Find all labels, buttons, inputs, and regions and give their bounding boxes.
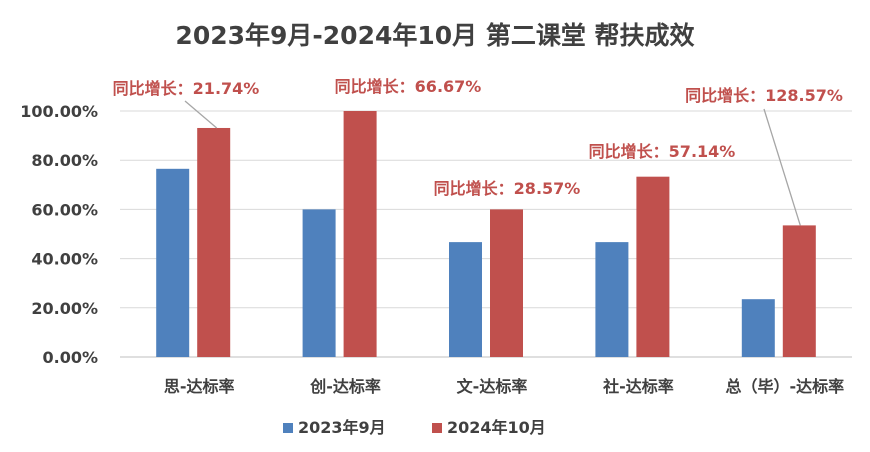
annotations: 同比增长：21.74% 同比增长：66.67% 同比增长：28.57% 同比增长：57… bbox=[113, 77, 843, 226]
y-tick-label: 20.00% bbox=[31, 299, 98, 318]
growth-annotation: 同比增长：21.74% bbox=[113, 79, 260, 98]
x-axis: 思-达标率 创-达标率 文-达标率 社-达标率 总（毕）-达标率 bbox=[164, 377, 844, 396]
gridlines bbox=[120, 110, 852, 358]
annotation-leader-line bbox=[184, 100, 218, 129]
bar-sep-2023 bbox=[449, 242, 482, 357]
y-tick-label: 80.00% bbox=[31, 151, 98, 170]
bars bbox=[156, 111, 816, 357]
legend: 2023年9月 2024年10月 bbox=[283, 418, 546, 437]
bar-sep-2023 bbox=[302, 209, 336, 357]
chart-title: 2023年9月-2024年10月 第二课堂 帮扶成效 bbox=[175, 21, 694, 50]
legend-swatch-oct-2024 bbox=[432, 423, 442, 433]
x-tick-label: 思-达标率 bbox=[164, 377, 235, 396]
bar-sep-2023 bbox=[595, 242, 629, 357]
bar-oct-2024 bbox=[490, 209, 523, 357]
x-tick-label: 创-达标率 bbox=[309, 377, 381, 396]
y-tick-label: 40.00% bbox=[31, 250, 98, 269]
growth-annotation: 同比增长：57.14% bbox=[589, 142, 736, 161]
y-tick-label: 100.00% bbox=[20, 102, 98, 121]
legend-label: 2024年10月 bbox=[447, 418, 546, 437]
bar-oct-2024 bbox=[782, 225, 816, 357]
growth-annotation: 同比增长：128.57% bbox=[685, 86, 843, 105]
x-tick-label: 社-达标率 bbox=[602, 377, 674, 396]
bar-sep-2023 bbox=[741, 299, 775, 357]
bar-sep-2023 bbox=[156, 168, 190, 357]
bar-oct-2024 bbox=[343, 111, 377, 357]
y-tick-label: 0.00% bbox=[42, 348, 98, 367]
legend-label: 2023年9月 bbox=[298, 418, 386, 437]
growth-annotation: 同比增长：66.67% bbox=[335, 77, 482, 96]
growth-annotation: 同比增长：28.57% bbox=[434, 179, 581, 198]
y-axis: 0.00% 20.00% 40.00% 60.00% 80.00% 100.00% bbox=[20, 102, 98, 367]
x-tick-label: 总（毕）-达标率 bbox=[725, 377, 844, 396]
bar-oct-2024 bbox=[636, 176, 670, 357]
x-tick-label: 文-达标率 bbox=[457, 377, 528, 396]
y-tick-label: 60.00% bbox=[31, 200, 98, 219]
bar-oct-2024 bbox=[197, 127, 231, 357]
annotation-leader-line bbox=[763, 108, 801, 226]
legend-swatch-sep-2023 bbox=[283, 423, 293, 433]
